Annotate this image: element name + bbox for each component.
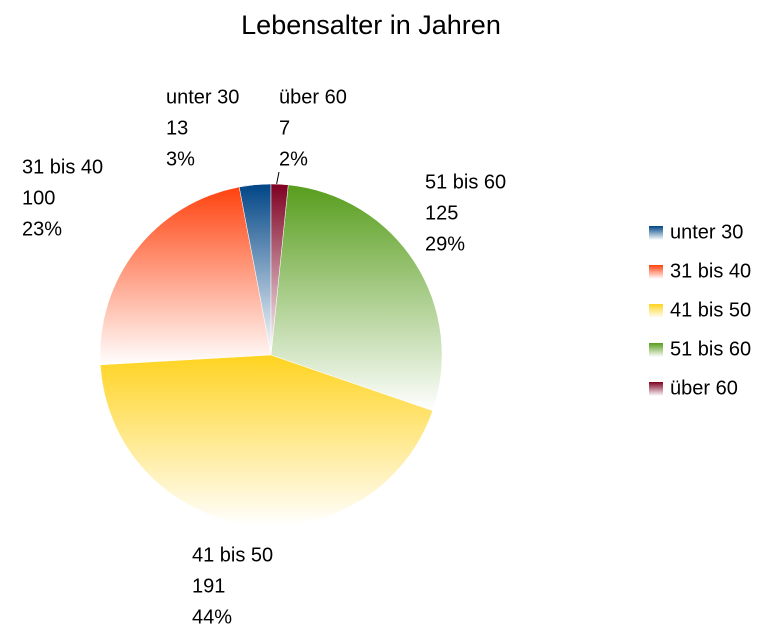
data-label-value: 191 (192, 575, 225, 597)
data-label-percent: 2% (279, 148, 308, 170)
pie-slice (100, 354, 434, 527)
pie-slice (270, 184, 443, 411)
data-label-name: unter 30 (166, 86, 239, 108)
data-label-percent: 29% (425, 233, 465, 255)
data-label-value: 7 (279, 117, 290, 139)
data-label-name: über 60 (279, 86, 347, 108)
data-label-value: 100 (22, 187, 55, 209)
legend-swatch (649, 343, 663, 357)
legend-label: unter 30 (670, 221, 743, 243)
pie-slice (99, 186, 272, 366)
pie-slice (270, 183, 289, 356)
legend-swatch (649, 304, 663, 318)
chart-title: Lebensalter in Jahren (241, 10, 501, 40)
legend-swatch (649, 226, 663, 240)
data-label-percent: 23% (22, 218, 62, 240)
data-label-value: 125 (425, 202, 458, 224)
data-label-name: 51 bis 60 (425, 171, 506, 193)
data-label-name: 31 bis 40 (22, 156, 103, 178)
legend-swatch (649, 382, 663, 396)
data-label-name: 41 bis 50 (192, 544, 273, 566)
legend-label: 41 bis 50 (670, 299, 751, 321)
data-label-percent: 3% (166, 148, 195, 170)
legend-label: 51 bis 60 (670, 338, 751, 360)
data-label-percent: 44% (192, 606, 232, 628)
legend-label: über 60 (670, 377, 738, 399)
legend-swatch (649, 265, 663, 279)
legend-label: 31 bis 40 (670, 260, 751, 282)
data-label-value: 13 (166, 117, 188, 139)
